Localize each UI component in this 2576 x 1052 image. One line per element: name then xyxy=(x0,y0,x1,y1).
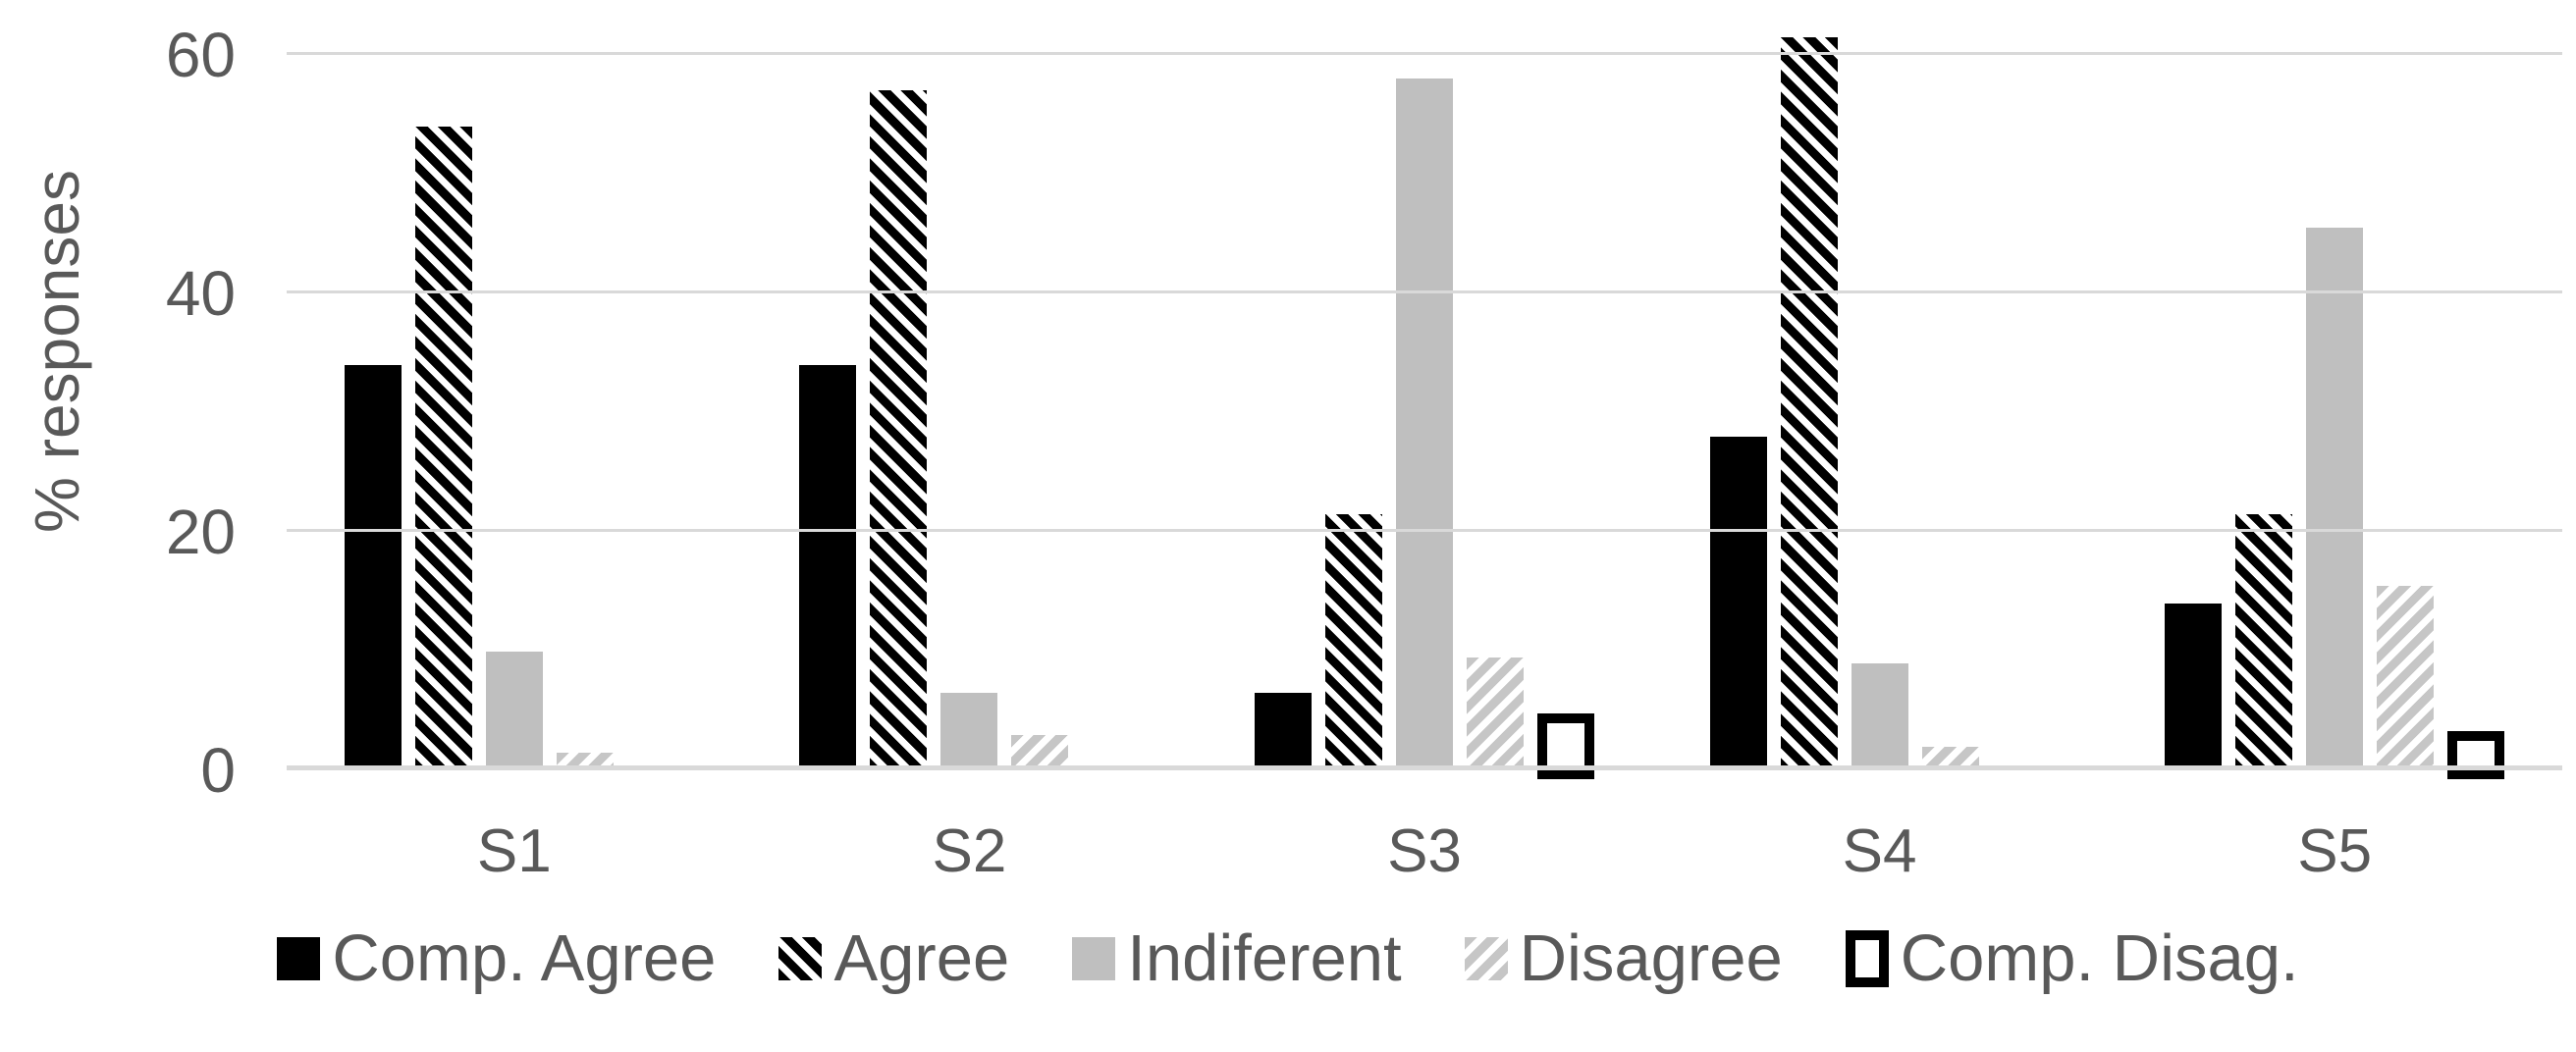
x-axis-label-S3: S3 xyxy=(1387,817,1462,885)
legend-marker-indiferent-icon xyxy=(1072,936,1116,980)
y-tick-label-40: 40 xyxy=(165,258,236,329)
legend-label-disagree: Disagree xyxy=(1519,921,1783,995)
legend-marker-comp-agree-icon xyxy=(277,936,321,980)
legend: Comp. Agree Agree Indiferent Disagree Comp. … xyxy=(0,920,2576,996)
bar-S1-agree xyxy=(414,126,472,770)
bar-S4-comp-agree xyxy=(1709,436,1767,770)
legend-label-agree: Agree xyxy=(833,921,1010,995)
plot-area xyxy=(287,36,2562,779)
bar-S5-disagree xyxy=(2377,585,2435,770)
y-axis-tick-labels: 0 20 40 60 xyxy=(0,24,236,802)
bar-group-S2 xyxy=(742,55,1198,770)
legend-item-agree: Agree xyxy=(778,920,1009,996)
bar-S2-disagree xyxy=(1011,734,1069,770)
bar-S1-indiferent xyxy=(485,651,543,770)
bar-S4-indiferent xyxy=(1851,662,1908,770)
bar-group-S1 xyxy=(287,55,742,770)
bar-S2-comp-agree xyxy=(799,364,857,770)
legend-label-comp-agree: Comp. Agree xyxy=(332,921,717,995)
gridline-y-20 xyxy=(287,529,2562,532)
y-tick-label-20: 20 xyxy=(165,497,236,567)
gridline-y-60 xyxy=(287,52,2562,55)
bar-S1-comp-agree xyxy=(344,364,402,770)
y-tick-label-0: 0 xyxy=(200,735,236,806)
legend-label-comp-disag: Comp. Disag. xyxy=(1900,921,2299,995)
bar-S2-indiferent xyxy=(940,693,998,770)
bar-S3-comp-agree xyxy=(1254,693,1312,770)
bar-group-S4 xyxy=(1652,36,2108,770)
bar-group-S3 xyxy=(1197,55,1652,779)
x-axis-labels: S1 S2 S3 S4 S5 xyxy=(287,816,2562,886)
legend-marker-agree-icon xyxy=(778,936,823,980)
bar-S3-disagree xyxy=(1466,657,1524,770)
bar-group-S5 xyxy=(2107,55,2562,779)
bar-S3-agree xyxy=(1324,513,1382,770)
legend-item-disagree: Disagree xyxy=(1464,920,1783,996)
y-tick-label-60: 60 xyxy=(165,20,236,90)
gridline-y-0 xyxy=(287,765,2562,770)
x-axis-label-S2: S2 xyxy=(932,817,1007,885)
bar-S5-indiferent xyxy=(2306,228,2364,770)
bar-S4-agree xyxy=(1780,36,1838,770)
legend-marker-disagree-icon xyxy=(1464,936,1508,980)
bar-S5-comp-disag xyxy=(2447,731,2505,779)
legend-item-indiferent: Indiferent xyxy=(1072,920,1402,996)
bar-S5-comp-agree xyxy=(2165,603,2223,770)
bar-S2-agree xyxy=(870,90,928,770)
bar-groups xyxy=(287,36,2562,779)
legend-item-comp-agree: Comp. Agree xyxy=(277,920,716,996)
x-axis-label-S1: S1 xyxy=(476,817,552,885)
x-axis-label-S4: S4 xyxy=(1842,817,1917,885)
legend-item-comp-disag: Comp. Disag. xyxy=(1845,920,2299,996)
bar-S5-agree xyxy=(2235,513,2293,770)
legend-marker-comp-disag-icon xyxy=(1845,929,1889,987)
x-axis-label-S5: S5 xyxy=(2297,817,2373,885)
bar-S3-indiferent xyxy=(1395,79,1453,770)
gridline-y-40 xyxy=(287,290,2562,293)
legend-label-indiferent: Indiferent xyxy=(1127,921,1402,995)
